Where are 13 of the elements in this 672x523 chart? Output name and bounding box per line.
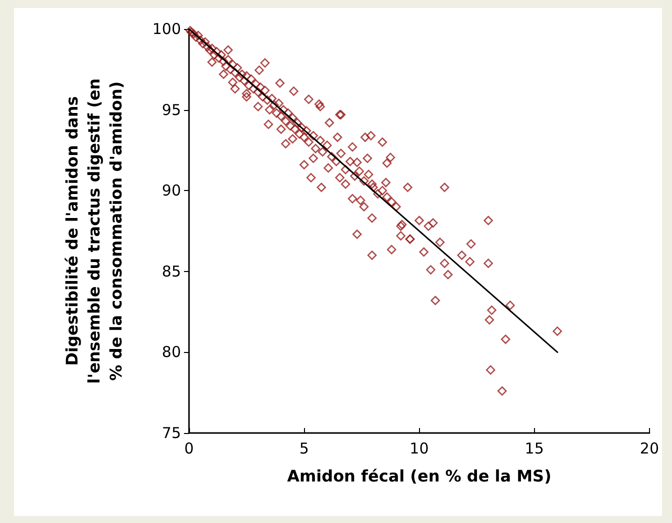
y-tick-label: 90 xyxy=(162,182,181,200)
x-tick-label: 10 xyxy=(410,440,429,458)
x-tick-label: 5 xyxy=(299,440,309,458)
y-tick-label: 85 xyxy=(162,262,181,280)
x-tick-label: 15 xyxy=(524,440,544,458)
y-tick-label: 95 xyxy=(162,100,181,119)
x-axis-title: Amidon fécal (en % de la MS) xyxy=(287,466,552,486)
x-tick-label: 0 xyxy=(184,440,194,458)
x-tick-label: 20 xyxy=(640,440,660,458)
y-axis-title: Digestibilité de l'amidon dans l'ensemble du tractus digestif (en % de la consommation d'amidon) xyxy=(62,78,126,384)
y-tick-label: 80 xyxy=(162,343,181,362)
y-tick-label: 75 xyxy=(162,424,181,442)
y-tick-label: 100 xyxy=(152,20,181,38)
